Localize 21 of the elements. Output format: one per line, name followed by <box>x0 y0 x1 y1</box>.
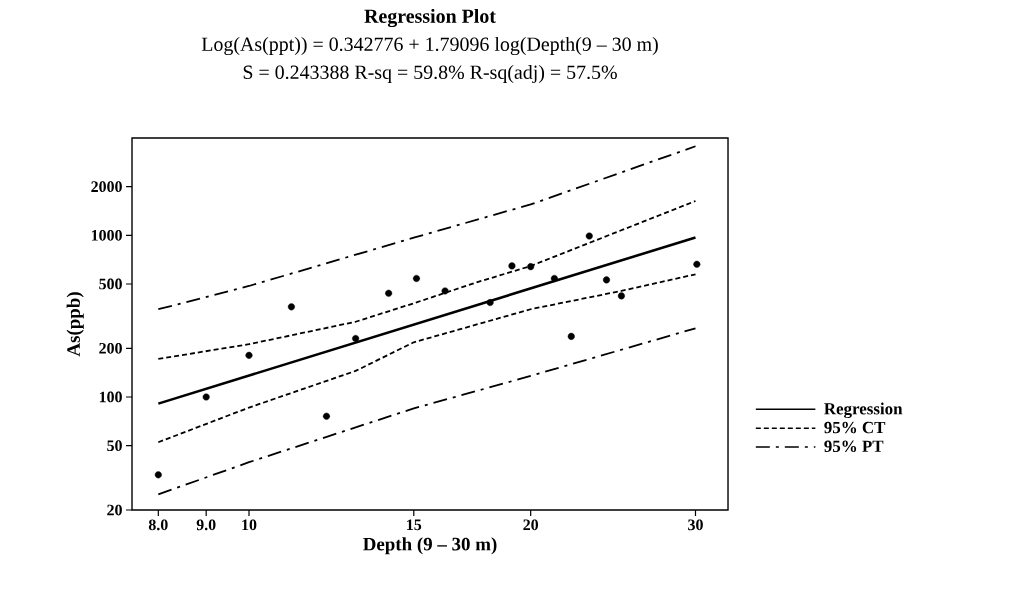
y-axis-title: As(ppb) <box>66 292 84 357</box>
x-tick-label: 9.0 <box>196 519 216 531</box>
x-tick-label: 30 <box>688 519 703 531</box>
x-axis-title: Depth (9 – 30 m) <box>363 537 497 555</box>
x-tick-label: 10 <box>242 519 257 531</box>
y-tick-label: 500 <box>99 278 122 290</box>
chart-title: Regression Plot <box>364 8 496 28</box>
y-tick-label: 2000 <box>91 181 122 193</box>
y-tick-label: 1000 <box>91 229 122 241</box>
x-tick-label: 8.0 <box>148 519 168 531</box>
y-tick-label: 200 <box>99 342 122 354</box>
y-tick-label: 100 <box>99 391 122 403</box>
chart-subtitle: Log(As(ppt)) = 0.342776 + 1.79096 log(Depth(9 – 30 m) <box>201 36 658 56</box>
x-tick-label: 20 <box>523 519 539 531</box>
legend-label: Regression <box>824 402 903 419</box>
y-tick-label: 20 <box>107 504 122 516</box>
y-tick-label: 50 <box>107 440 122 452</box>
text: S = 0.243388 R-sq = 59.8% R-sq(adj) = 57.5% <box>243 64 617 84</box>
x-tick-label: 15 <box>407 519 422 531</box>
legend-label: 95% PT <box>824 440 884 453</box>
legend-label: 95% CT <box>824 421 886 434</box>
